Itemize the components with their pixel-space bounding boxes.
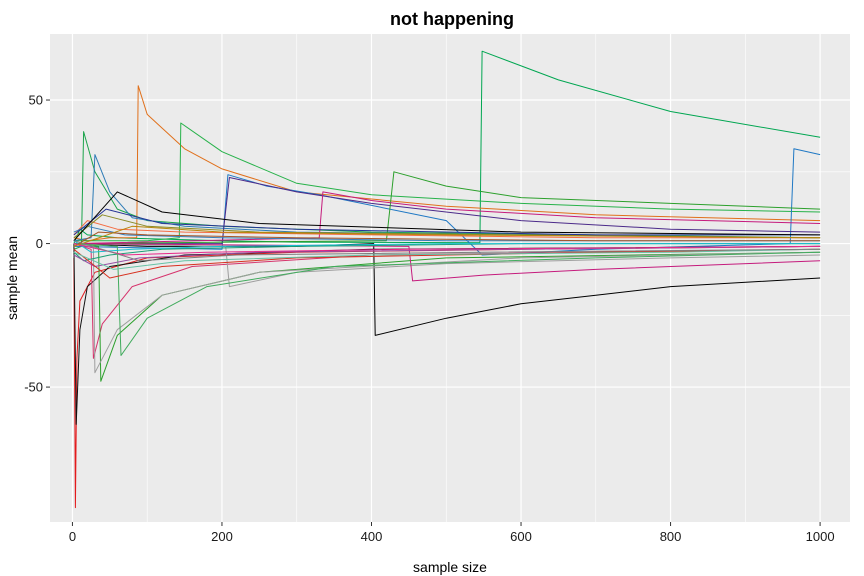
series-line-cyan-f <box>73 240 821 253</box>
x-tick-label: 0 <box>69 529 76 544</box>
x-tick-label: 600 <box>510 529 532 544</box>
x-tick-label: 1000 <box>806 529 835 544</box>
series-line-grey-m <box>73 240 821 262</box>
y-tick-label: 50 <box>29 93 43 108</box>
x-tick-label: 800 <box>660 529 682 544</box>
x-axis-title: sample size <box>413 559 487 575</box>
series-line-grey-neg <box>73 243 821 374</box>
series-line-green-mid-neg <box>73 243 821 356</box>
y-tick-label: -50 <box>24 380 43 395</box>
series-line-navy-h <box>73 208 821 236</box>
y-tick-label: 0 <box>36 236 43 251</box>
series-line-green-430 <box>73 171 821 245</box>
series-line-brown-g <box>73 231 821 247</box>
series-line-green-15 <box>73 131 821 250</box>
series-line-orange-small <box>73 220 821 239</box>
series-line-gold-l <box>73 225 821 247</box>
series-line-green-145 <box>73 122 821 242</box>
series-line-lime-i <box>73 248 821 270</box>
x-tick-label: 200 <box>211 529 233 544</box>
chart-title: not happening <box>390 9 514 29</box>
series-line-blue-bend <box>73 148 821 256</box>
series-line-red-e <box>73 248 821 279</box>
y-axis-title: sample mean <box>4 236 20 320</box>
series-line-black-j <box>73 191 821 242</box>
series-line-green-top <box>73 50 821 244</box>
series-line-purple-c <box>73 245 821 267</box>
series-line-orange-spike <box>73 85 821 242</box>
axes: 0 200 400 600 800 1000 -50 0 50 <box>24 93 834 544</box>
x-tick-label: 400 <box>361 529 383 544</box>
series-line-blue-b <box>73 225 821 242</box>
series-group <box>73 50 821 509</box>
